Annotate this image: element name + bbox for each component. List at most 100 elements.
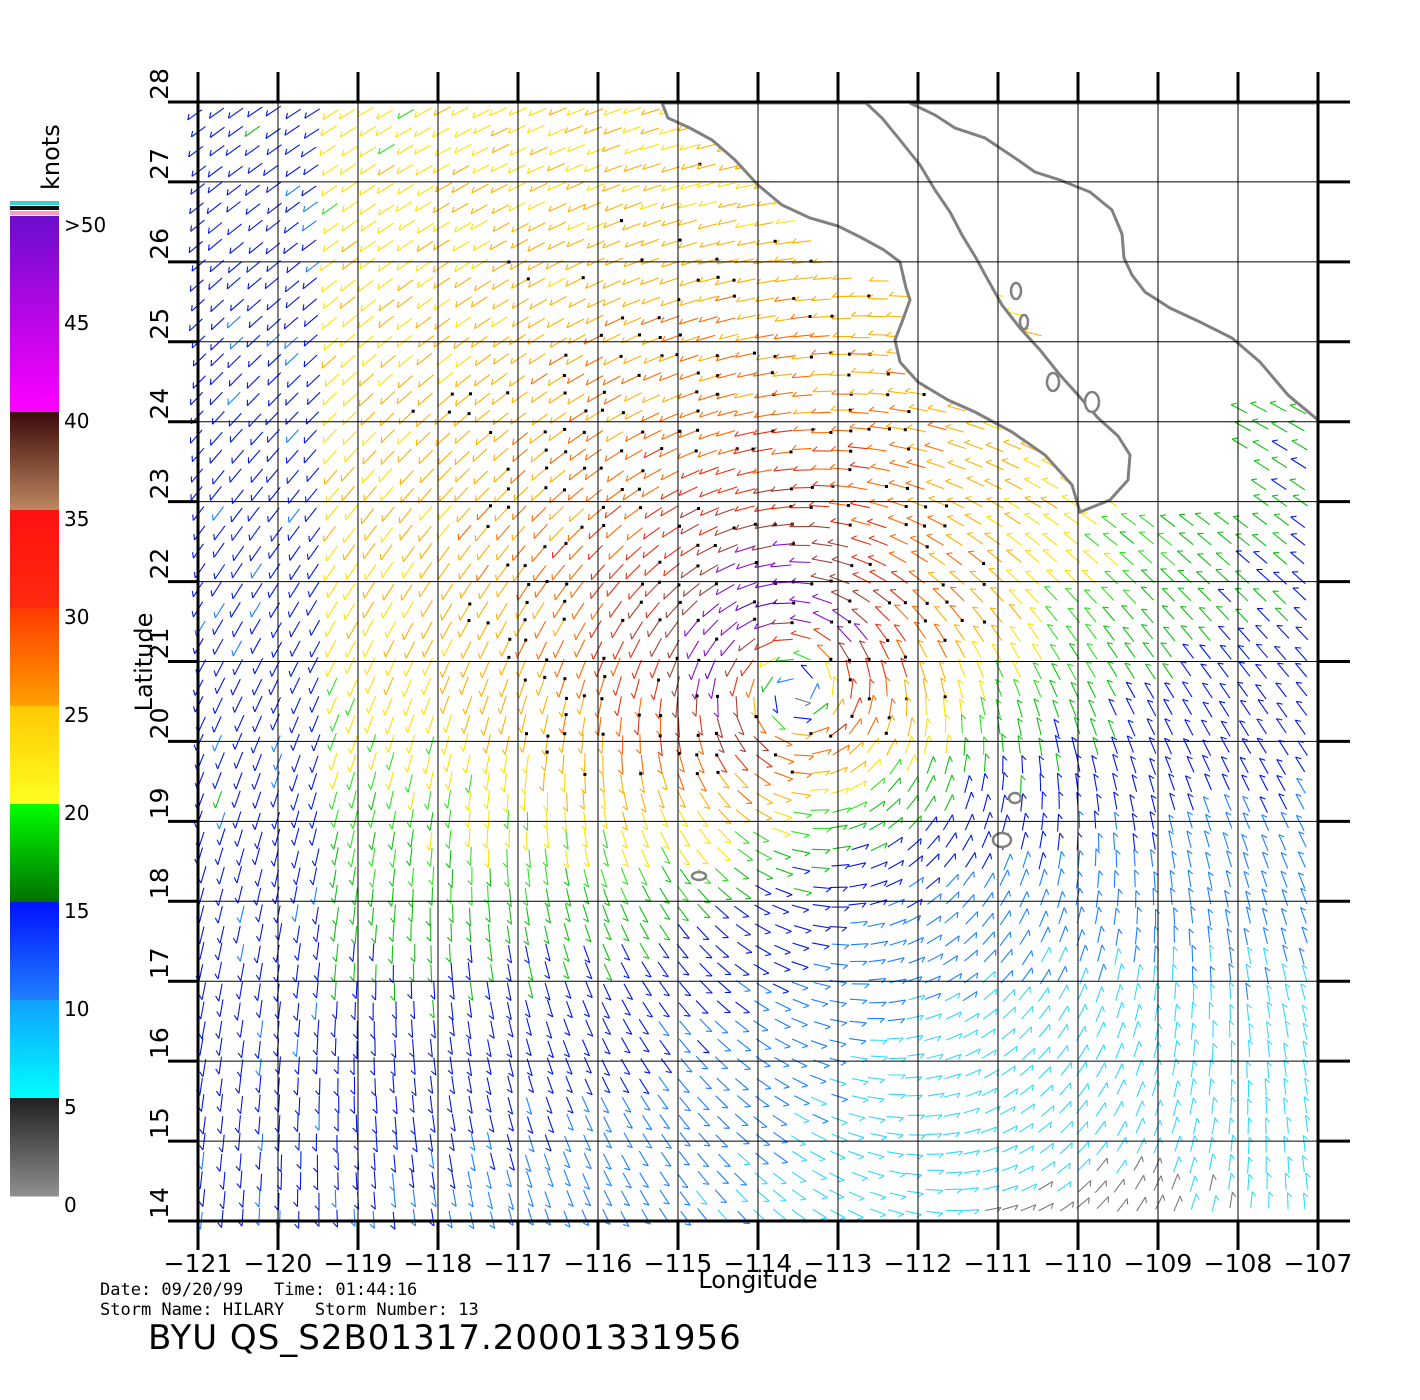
wind-vector — [275, 753, 283, 771]
wind-vector-barb — [495, 632, 498, 639]
wind-vector — [376, 183, 394, 195]
wind-vector — [1104, 570, 1119, 585]
wind-vector-barb — [270, 860, 275, 867]
wind-vector-barb — [1209, 944, 1215, 950]
wind-vector — [370, 771, 377, 790]
wind-vector-barb — [988, 831, 992, 838]
wind-vector — [531, 391, 548, 403]
wind-vector — [926, 461, 945, 469]
wind-vector-barb — [991, 892, 994, 899]
wind-vector — [682, 600, 698, 616]
wind-vector-barb — [1149, 811, 1156, 816]
wind-vector-barb — [455, 361, 458, 368]
wind-vector-barb — [586, 975, 593, 980]
wind-vector — [867, 447, 887, 452]
wind-vector-barb — [405, 860, 411, 867]
wind-vector-barb — [971, 814, 975, 821]
wind-vector — [1149, 758, 1157, 776]
wind-vector — [486, 789, 490, 809]
wind-vector-barb — [829, 481, 836, 486]
wind-vector-barb — [759, 661, 763, 668]
wind-vector-barb — [1252, 439, 1259, 443]
wind-vector — [925, 853, 940, 867]
wind-vector — [643, 526, 661, 540]
wind-vector-barb — [1278, 834, 1285, 838]
wind-vector — [831, 943, 850, 946]
wind-vector-barb — [447, 936, 452, 942]
wind-vector — [585, 108, 604, 116]
wind-vector-barb — [362, 629, 366, 637]
wind-vector-barb — [773, 256, 779, 262]
wind-vector — [1223, 794, 1232, 811]
wind-vector — [696, 754, 705, 774]
wind-vector — [1120, 513, 1137, 526]
wind-vector-barb — [214, 954, 219, 961]
wind-vector — [328, 677, 338, 696]
wind-vector — [442, 583, 454, 601]
wind-vector-barb — [787, 778, 794, 782]
wind-vector-barb — [310, 899, 315, 905]
wind-vector — [1204, 814, 1212, 832]
wind-vector-barb — [563, 863, 569, 869]
wind-vector-barb — [678, 318, 683, 325]
wind-vector-barb — [231, 801, 235, 808]
rain-flag-marker — [715, 392, 719, 396]
wind-vector — [626, 527, 644, 541]
wind-vector-barb — [736, 296, 741, 303]
wind-vector-barb — [844, 766, 848, 773]
wind-vector — [569, 564, 583, 581]
wind-vector — [1114, 948, 1119, 966]
wind-vector-barb — [789, 596, 795, 601]
wind-vector-barb — [1296, 700, 1303, 703]
wind-vector-barb — [227, 130, 231, 137]
rain-flag-marker — [641, 469, 645, 473]
wind-vector-barb — [1191, 944, 1197, 950]
wind-vector — [289, 601, 300, 618]
legend-stripe — [10, 206, 59, 210]
wind-vector — [579, 695, 585, 715]
wind-vector — [852, 590, 871, 603]
wind-vector — [889, 408, 909, 413]
wind-vector-barb — [432, 131, 436, 138]
wind-vector — [945, 891, 960, 905]
wind-vector-barb — [1295, 719, 1302, 722]
wind-vector-barb — [862, 741, 864, 748]
wind-vector — [543, 714, 549, 734]
wind-vector-barb — [568, 474, 571, 481]
wind-vector-barb — [524, 921, 530, 926]
wind-vector-barb — [1261, 888, 1268, 893]
wind-vector — [717, 486, 738, 494]
wind-vector — [441, 603, 453, 621]
wind-vector — [640, 277, 659, 286]
wind-vector — [561, 714, 567, 734]
wind-vector-barb — [1162, 605, 1169, 607]
wind-vector-barb — [603, 128, 608, 135]
wind-vector — [508, 202, 526, 212]
wind-vector-barb — [1239, 720, 1246, 724]
wind-vector — [1113, 791, 1118, 810]
wind-vector — [310, 619, 321, 636]
wind-vector — [511, 391, 528, 404]
wind-vector — [1068, 643, 1080, 660]
wind-vector-barb — [309, 822, 313, 829]
wind-vector-barb — [980, 696, 987, 702]
wind-vector-barb — [1253, 494, 1260, 496]
rain-flag-marker — [525, 601, 529, 604]
wind-vector — [247, 298, 262, 312]
wind-vector-barb — [786, 744, 793, 747]
rain-flag-marker — [659, 714, 663, 718]
wind-vector-barb — [875, 623, 882, 626]
wind-vector — [537, 641, 548, 660]
wind-vector — [851, 537, 871, 546]
wind-vector-barb — [524, 881, 531, 887]
wind-vector — [473, 240, 490, 251]
wind-vector — [677, 960, 690, 976]
wind-vector — [660, 470, 680, 481]
wind-vector — [285, 296, 300, 309]
rain-flag-marker — [507, 655, 511, 659]
wind-vector — [1129, 794, 1134, 812]
wind-vector — [906, 427, 926, 433]
wind-vector-barb — [584, 959, 591, 964]
wind-vector-barb — [547, 281, 551, 287]
wind-vector-barb — [303, 340, 306, 347]
